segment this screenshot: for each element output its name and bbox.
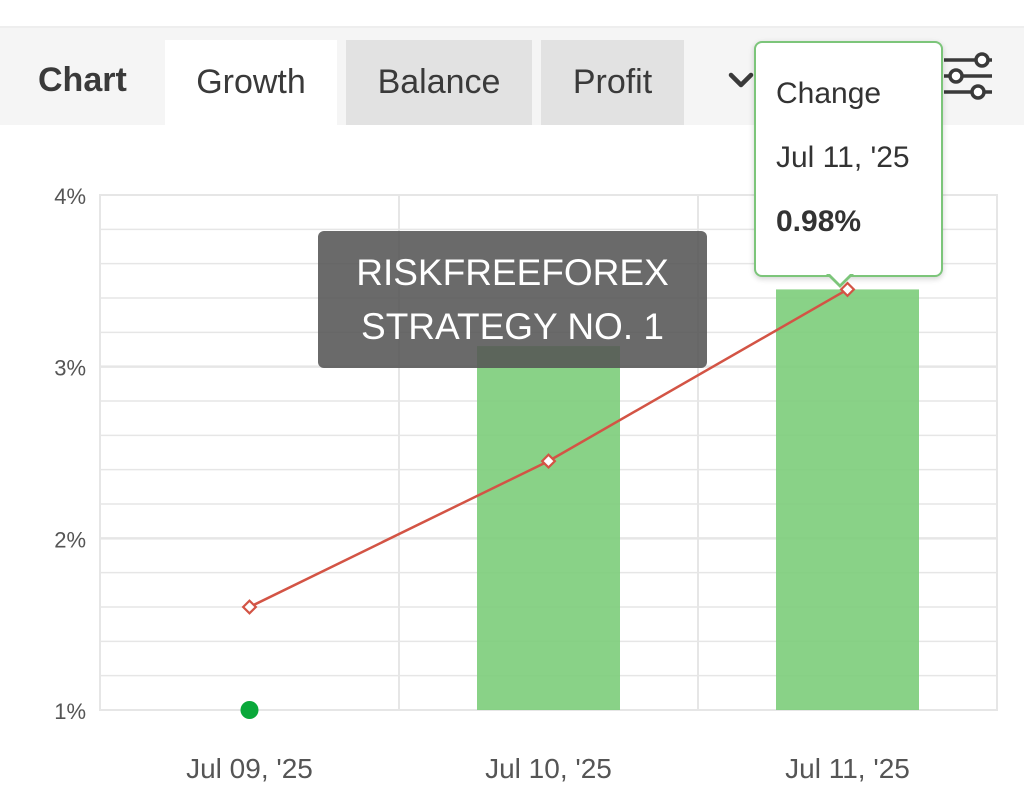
line-point-marker: [540, 453, 557, 470]
tooltip-label: Change: [776, 77, 882, 110]
watermark-line-2: STRATEGY NO. 1: [361, 305, 664, 347]
chart-tooltip: Change Jul 11, '25 0.98%: [754, 41, 943, 277]
growth-bar: [477, 346, 620, 710]
y-tick-label: 1%: [54, 699, 86, 724]
x-tick-label: Jul 10, '25: [485, 753, 612, 784]
sliders-icon[interactable]: [940, 48, 996, 104]
chart-title: Chart: [38, 61, 127, 99]
top-divider: [0, 26, 1024, 28]
y-tick-label: 2%: [54, 527, 86, 552]
growth-bar: [776, 289, 919, 710]
tooltip-value: 0.98%: [776, 205, 862, 238]
tooltip-pointer-fill: [829, 273, 851, 284]
x-tick-label: Jul 09, '25: [186, 753, 313, 784]
tab-growth[interactable]: Growth: [165, 40, 337, 125]
chevron-down-icon[interactable]: [726, 66, 756, 96]
tooltip-date: Jul 11, '25: [776, 141, 910, 174]
tab-profit[interactable]: Profit: [541, 40, 684, 125]
tab-balance[interactable]: Balance: [346, 40, 532, 125]
strategy-watermark: RISKFREEFOREX STRATEGY NO. 1: [318, 231, 707, 368]
watermark-line-1: RISKFREEFOREX: [356, 251, 669, 293]
start-point-marker: [240, 701, 259, 719]
line-point-marker: [241, 599, 258, 615]
x-tick-label: Jul 11, '25: [785, 753, 910, 784]
y-tick-label: 4%: [54, 184, 86, 209]
y-tick-label: 3%: [54, 356, 86, 381]
